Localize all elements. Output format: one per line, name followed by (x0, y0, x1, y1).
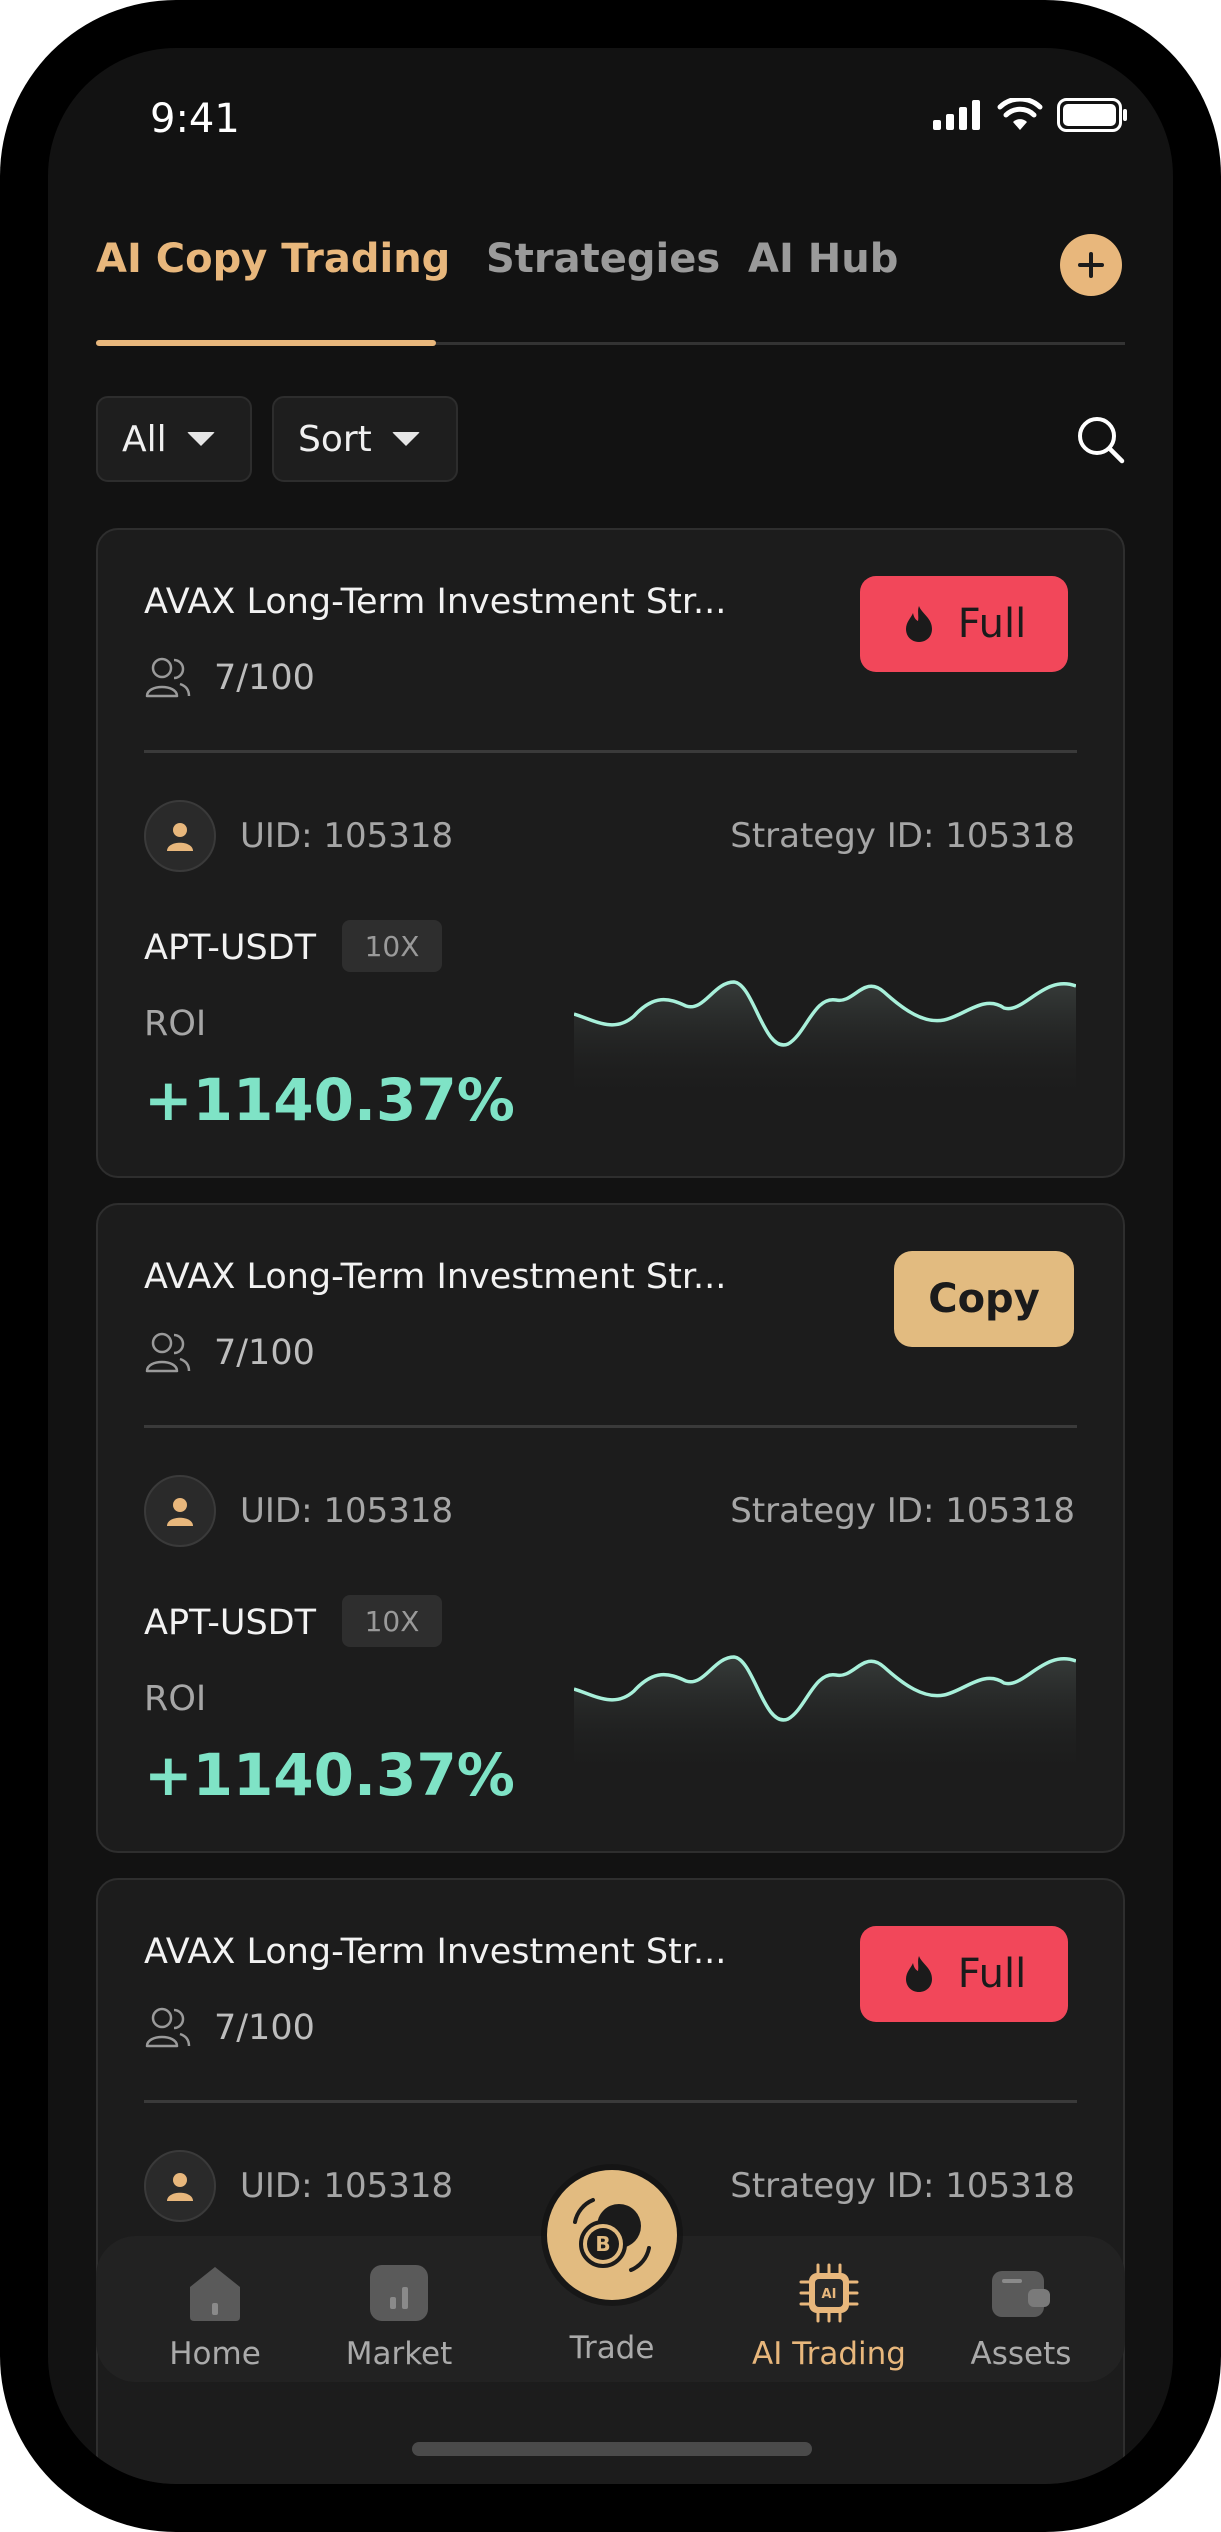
members-count: 7/100 (144, 2004, 315, 2052)
full-label: Full (957, 1951, 1027, 1997)
signal-icon (933, 100, 983, 134)
strategy-id-text: Strategy ID: 105318 (730, 816, 1075, 856)
flame-icon (905, 1956, 932, 1992)
roi-sparkline (574, 980, 1076, 1104)
leverage-badge: 10X (342, 1595, 442, 1647)
home-icon (184, 2262, 246, 2324)
nav-home-label: Home (169, 2336, 261, 2372)
full-label: Full (957, 601, 1027, 647)
card-divider (144, 2100, 1077, 2103)
copy-button[interactable]: Copy (894, 1251, 1074, 1347)
uid-text: UID: 105318 (240, 1491, 454, 1531)
roi-label: ROI (144, 1679, 207, 1719)
roi-label: ROI (144, 1004, 207, 1044)
bottom-nav: Home Market (96, 2236, 1125, 2382)
user-icon (167, 823, 193, 851)
status-icons (933, 96, 1129, 136)
roi-sparkline (574, 1655, 1076, 1779)
wallet-icon (990, 2262, 1052, 2324)
nav-assets[interactable]: Assets (941, 2262, 1101, 2372)
strategy-card[interactable]: AVAX Long-Term Investment Str... 7/100 F… (96, 528, 1125, 1178)
members-count: 7/100 (144, 1329, 315, 1377)
users-icon (145, 2007, 191, 2048)
plus-icon (1078, 252, 1104, 278)
wifi-icon (997, 96, 1043, 136)
trading-pair: APT-USDT (144, 1603, 317, 1643)
strategy-title: AVAX Long-Term Investment Str... (144, 1932, 727, 1972)
nav-market-label: Market (345, 2336, 453, 2372)
nav-assets-label: Assets (970, 2336, 1072, 2372)
nav-ai-trading[interactable]: AI AI Trading (749, 2262, 909, 2372)
members-count: 7/100 (144, 654, 315, 702)
full-badge[interactable]: Full (860, 576, 1068, 672)
card-divider (144, 750, 1077, 753)
roi-value: +1140.37% (144, 1741, 515, 1809)
tab-ai-copy-trading[interactable]: AI Copy Trading (96, 236, 451, 282)
strategy-card[interactable]: AVAX Long-Term Investment Str... 7/100 C… (96, 1203, 1125, 1853)
trade-button[interactable]: B (547, 2170, 677, 2300)
flame-icon (905, 606, 932, 642)
strategy-id-text: Strategy ID: 105318 (730, 2166, 1075, 2206)
ai-chip-icon: AI (798, 2262, 860, 2324)
user-icon (167, 2173, 193, 2201)
strategy-title: AVAX Long-Term Investment Str... (144, 582, 727, 622)
avatar (144, 1475, 216, 1547)
tabs-divider (96, 342, 1125, 345)
nav-market[interactable]: Market (319, 2262, 479, 2372)
card-divider (144, 1425, 1077, 1428)
active-tab-indicator (96, 340, 436, 346)
members-value: 7/100 (214, 658, 315, 698)
full-badge[interactable]: Full (860, 1926, 1068, 2022)
strategy-id-text: Strategy ID: 105318 (730, 1491, 1075, 1531)
tab-strategies[interactable]: Strategies (486, 236, 721, 282)
caret-down-icon (391, 432, 420, 446)
add-button[interactable] (1060, 234, 1122, 296)
sort-label: Sort (298, 418, 372, 460)
filter-all-label: All (122, 418, 167, 460)
battery-icon (1057, 98, 1129, 136)
svg-text:AI: AI (822, 2287, 837, 2302)
home-indicator (412, 2442, 812, 2456)
nav-home[interactable]: Home (135, 2262, 295, 2372)
nav-ai-trading-label: AI Trading (752, 2336, 906, 2372)
app-screen: 9:41 (48, 48, 1173, 2484)
members-value: 7/100 (214, 1333, 315, 1373)
svg-text:B: B (595, 2232, 610, 2256)
user-icon (167, 1498, 193, 1526)
avatar (144, 800, 216, 872)
filter-all-dropdown[interactable]: All (96, 396, 252, 482)
uid-text: UID: 105318 (240, 2166, 454, 2206)
tab-ai-hub[interactable]: AI Hub (748, 236, 899, 282)
leverage-badge: 10X (342, 920, 442, 972)
uid-text: UID: 105318 (240, 816, 454, 856)
search-icon (1078, 417, 1125, 464)
users-icon (145, 1332, 191, 1373)
status-time: 9:41 (150, 96, 240, 142)
sort-dropdown[interactable]: Sort (272, 396, 458, 482)
caret-down-icon (186, 432, 215, 446)
avatar (144, 2150, 216, 2222)
members-value: 7/100 (214, 2008, 315, 2048)
nav-trade-label[interactable]: Trade (569, 2330, 655, 2366)
trading-pair: APT-USDT (144, 928, 317, 968)
search-button[interactable] (1075, 414, 1127, 466)
strategy-title: AVAX Long-Term Investment Str... (144, 1257, 727, 1297)
market-icon (368, 2262, 430, 2324)
trade-icon: B (573, 2198, 651, 2272)
roi-value: +1140.37% (144, 1066, 515, 1134)
users-icon (145, 657, 191, 698)
